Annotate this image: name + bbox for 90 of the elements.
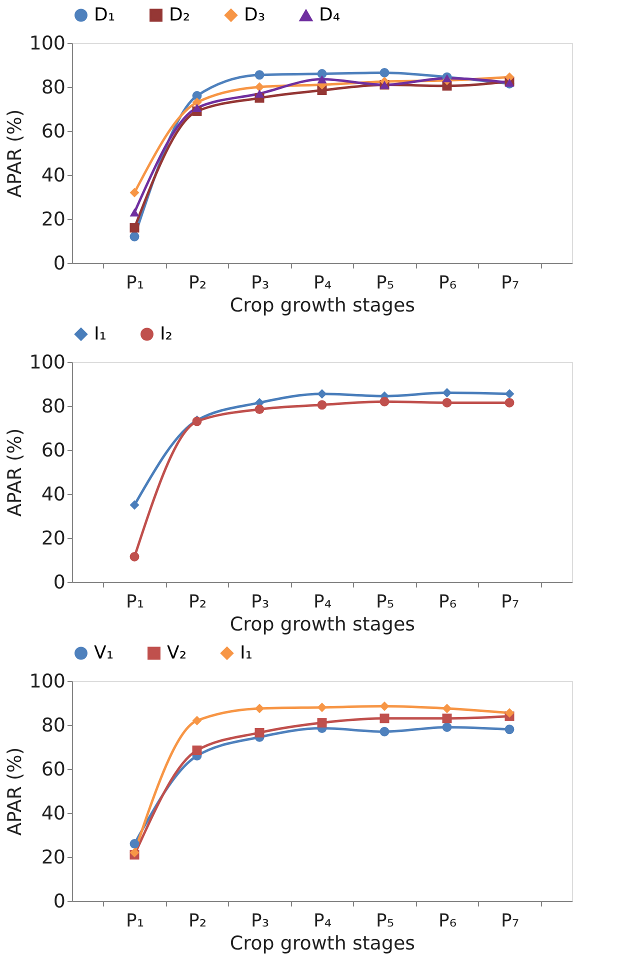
x-tick-label: P₂ [188, 592, 207, 612]
x-tick-label: P₆ [438, 592, 457, 612]
y-tick-label: 20 [41, 528, 66, 550]
point [130, 232, 140, 242]
legend-label: D₂ [169, 4, 190, 26]
point [380, 68, 390, 78]
x-tick-label: P₃ [250, 272, 270, 294]
legend-label: D₃ [244, 4, 266, 26]
y-tick-label: 60 [41, 440, 66, 462]
x-tick-label: P₃ [250, 910, 270, 932]
y-tick-label: 80 [41, 714, 66, 736]
point [380, 396, 390, 406]
y-tick-label: 80 [41, 396, 66, 418]
y-tick-label: 40 [41, 164, 66, 186]
point [442, 714, 452, 724]
x-axis-title: Crop growth stages [230, 932, 416, 954]
x-tick-label: P₂ [188, 910, 207, 932]
x-axis-title: Crop growth stages [230, 614, 416, 636]
legend-label: D₁ [94, 4, 116, 26]
point [254, 728, 264, 738]
x-axis-title: Crop growth stages [230, 294, 416, 316]
point [504, 724, 514, 734]
point [317, 400, 327, 410]
point [442, 704, 452, 714]
point [380, 702, 390, 712]
point [130, 188, 140, 198]
point [504, 389, 514, 399]
point [192, 746, 202, 756]
y-tick-label: 0 [53, 252, 66, 274]
x-tick-label: P₅ [376, 910, 394, 932]
y-tick-label: 100 [29, 352, 66, 374]
point [317, 718, 327, 728]
legend-label: I₁ [240, 642, 253, 664]
y-tick-label: 100 [29, 32, 66, 54]
point [317, 389, 327, 399]
y-tick-label: 60 [41, 758, 66, 780]
y-axis-title: APAR (%) [4, 109, 26, 198]
x-tick-label: P₆ [438, 910, 457, 932]
legend-label: I₁ [94, 323, 107, 344]
legend-label: I₂ [160, 323, 173, 344]
point [442, 398, 452, 408]
x-tick-label: P₁ [126, 592, 144, 612]
x-tick-label: P₄ [313, 910, 332, 932]
legend-label: V₁ [94, 642, 114, 664]
x-tick-label: P₂ [188, 272, 207, 294]
x-tick-label: P₇ [500, 592, 520, 612]
point [254, 82, 264, 92]
legend-label: V₂ [167, 642, 187, 664]
legend-label: D₄ [319, 4, 340, 26]
y-tick-label: 20 [41, 846, 66, 868]
y-tick-label: 60 [41, 120, 66, 142]
point [380, 714, 390, 724]
point [442, 722, 452, 732]
y-axis-title: APAR (%) [4, 747, 26, 836]
point [130, 848, 140, 858]
y-tick-label: 100 [29, 670, 66, 692]
point [130, 500, 140, 510]
x-tick-label: P₅ [376, 272, 394, 294]
point [254, 70, 264, 80]
point [130, 839, 140, 849]
point [317, 702, 327, 712]
point [317, 75, 327, 84]
point [192, 104, 202, 112]
point [504, 398, 514, 408]
y-axis-title: APAR (%) [4, 428, 26, 517]
x-tick-label: P₁ [126, 272, 144, 294]
x-tick-label: P₅ [376, 592, 394, 612]
point [254, 89, 264, 98]
point [130, 208, 140, 217]
x-tick-label: P₁ [126, 910, 144, 932]
x-tick-label: P₆ [438, 272, 457, 294]
point [254, 404, 264, 414]
y-tick-label: 40 [41, 484, 66, 506]
y-tick-label: 0 [53, 890, 66, 912]
point [192, 716, 202, 726]
x-tick-label: P₄ [313, 272, 332, 294]
point [130, 552, 140, 562]
x-tick-label: P₃ [250, 592, 270, 612]
x-tick-label: P₄ [313, 592, 332, 612]
point [380, 726, 390, 736]
point [254, 704, 264, 714]
y-tick-label: 40 [41, 802, 66, 824]
y-tick-label: 20 [41, 208, 66, 230]
point [442, 388, 452, 398]
y-tick-label: 80 [41, 76, 66, 98]
y-tick-label: 0 [53, 572, 66, 594]
x-tick-label: P₇ [500, 272, 520, 294]
point [504, 708, 514, 718]
x-tick-label: P₇ [500, 910, 520, 932]
point [130, 223, 140, 233]
